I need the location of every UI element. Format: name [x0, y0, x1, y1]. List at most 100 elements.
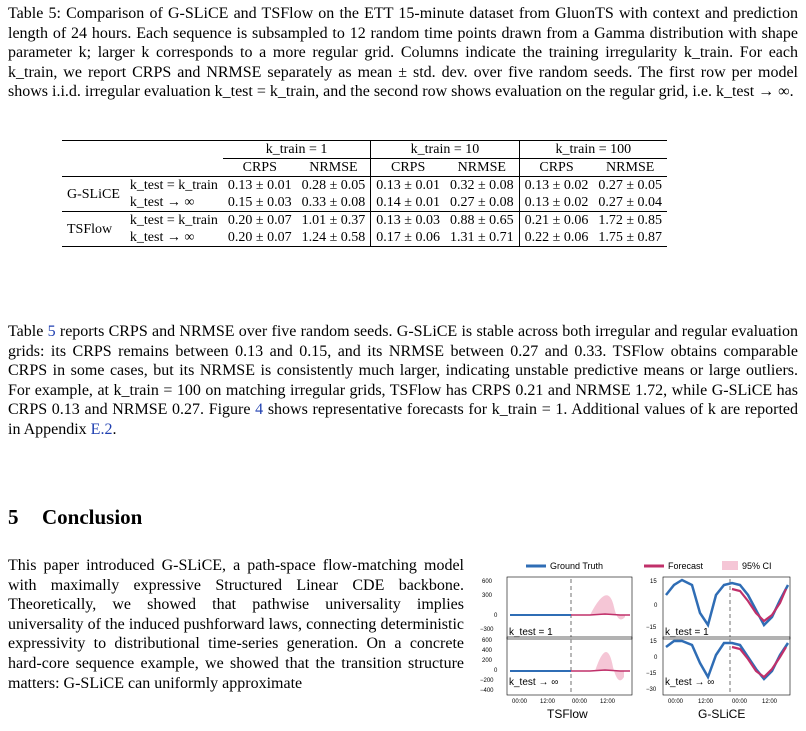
metric-header: CRPS	[518, 158, 594, 177]
svg-text:12:00: 12:00	[540, 699, 556, 705]
figure-legend: Ground Truth Forecast 95% CI	[526, 561, 772, 571]
table-cell: 1.75 ± 0.87	[598, 230, 663, 245]
panel-label: k_test → ∞	[509, 677, 558, 688]
eval-condition: k_test → ∞	[129, 195, 195, 210]
svg-text:200: 200	[482, 658, 493, 664]
results-table: k_train = 1 k_train = 10 k_train = 100 C…	[62, 140, 668, 247]
svg-text:−15: −15	[646, 625, 657, 631]
table-row: k_test → ∞ 0.20 ± 0.07 1.24 ± 0.58 0.17 …	[62, 229, 668, 247]
svg-text:00:00: 00:00	[668, 699, 684, 705]
forecast-figure-svg: Ground Truth Forecast 95% CI 600 300 0 −…	[480, 561, 791, 721]
panel-gslice-top: 15 0 −15 k_test = 1	[646, 576, 791, 640]
section-number: 5	[8, 505, 19, 529]
table-cell: 1.31 ± 0.71	[449, 230, 514, 245]
svg-text:600: 600	[482, 638, 493, 644]
table-cell: 0.27 ± 0.08	[449, 195, 514, 210]
svg-text:12:00: 12:00	[698, 699, 714, 705]
svg-text:12:00: 12:00	[600, 699, 616, 705]
table-row: G-SLiCE k_test = k_train 0.13 ± 0.01 0.2…	[62, 176, 668, 202]
x-tick-labels: 00:00 12:00 00:00 12:00 00:00 12:00 00:0…	[512, 699, 778, 705]
conclusion-paragraph: This paper introduced G-SLiCE, a path-sp…	[8, 557, 464, 692]
panel-label: k_test = 1	[665, 627, 709, 638]
table-cell: 1.72 ± 0.85	[598, 213, 663, 228]
metric-header: CRPS	[370, 158, 445, 177]
table-cell: 0.28 ± 0.05	[301, 178, 366, 193]
appendix-ref-link[interactable]: E.2	[90, 420, 113, 438]
panel-gslice-bottom: 15 0 −15 −30 k_test → ∞	[646, 636, 791, 696]
table-cell: 0.13 ± 0.03	[370, 211, 445, 229]
eval-condition: k_test = k_train	[129, 213, 218, 228]
forecast-figure: Ground Truth Forecast 95% CI 600 300 0 −…	[480, 555, 800, 725]
table-cell: 1.01 ± 0.37	[301, 213, 366, 228]
metric-header: NRMSE	[309, 160, 358, 175]
metric-header: NRMSE	[606, 160, 655, 175]
svg-text:−30: −30	[646, 687, 657, 693]
panel-tsflow-top: 600 300 0 −300 k_test = 1	[480, 576, 633, 640]
table-cell: 0.21 ± 0.06	[518, 211, 594, 229]
table-cell: 0.15 ± 0.03	[227, 195, 292, 210]
metric-header: NRMSE	[457, 160, 506, 175]
svg-text:−300: −300	[480, 627, 494, 633]
model-name: TSFlow	[62, 211, 125, 247]
svg-text:15: 15	[650, 639, 657, 645]
paragraph-text: reports CRPS and NRMSE over five random …	[8, 323, 798, 419]
table-cell: 0.17 ± 0.06	[370, 229, 445, 247]
legend-ci-label: 95% CI	[742, 561, 772, 571]
paragraph-text: Table	[8, 323, 48, 340]
table-cell: 0.20 ± 0.07	[227, 213, 292, 228]
svg-text:−15: −15	[646, 671, 657, 677]
paragraph-text: .	[112, 420, 117, 438]
svg-text:300: 300	[482, 593, 493, 599]
results-paragraph: Table 5 reports CRPS and NRMSE over five…	[8, 322, 798, 440]
table-cell: 0.88 ± 0.65	[449, 213, 514, 228]
group-header: k_train = 10	[370, 140, 520, 159]
legend-forecast-label: Forecast	[668, 561, 704, 571]
svg-text:0: 0	[494, 668, 498, 674]
model-name: G-SLiCE	[67, 186, 120, 202]
table-cell: 0.32 ± 0.08	[449, 178, 514, 193]
svg-text:0: 0	[654, 655, 658, 661]
group-header: k_train = 100	[518, 140, 668, 159]
table-cell: 0.33 ± 0.08	[301, 195, 366, 210]
table-row: TSFlow k_test = k_train 0.20 ± 0.07 1.01…	[62, 211, 668, 247]
svg-text:0: 0	[654, 603, 658, 609]
table-cell: 0.13 ± 0.01	[227, 178, 292, 193]
panel-tsflow-bottom: 600 400 200 0 −200 −400 k_test → ∞	[480, 636, 633, 696]
table-ref-link[interactable]: 5	[47, 323, 56, 340]
column-title-gslice: G-SLiCE	[698, 707, 745, 721]
panel-label: k_test = 1	[509, 627, 553, 638]
panel-label: k_test → ∞	[665, 677, 714, 688]
table-cell: 0.13 ± 0.01	[370, 176, 445, 194]
table-caption: Table 5: Comparison of G-SLiCE and TSFlo…	[8, 5, 798, 101]
table-row: k_test → ∞ 0.15 ± 0.03 0.33 ± 0.08 0.14 …	[62, 194, 667, 212]
table-cell: 0.22 ± 0.06	[518, 229, 594, 247]
table-cell: 0.27 ± 0.04	[598, 195, 663, 210]
column-title-tsflow: TSFlow	[547, 707, 588, 721]
svg-text:00:00: 00:00	[512, 699, 528, 705]
eval-condition: k_test → ∞	[129, 230, 195, 245]
svg-text:−400: −400	[480, 688, 494, 694]
legend-ci-swatch	[722, 561, 738, 570]
svg-text:0: 0	[494, 613, 498, 619]
table-cell: 1.24 ± 0.58	[301, 230, 366, 245]
group-header: k_train = 1	[222, 140, 371, 159]
svg-text:00:00: 00:00	[732, 699, 748, 705]
figure-ref-link[interactable]: 4	[255, 401, 264, 419]
paragraph-text: shows representative forecasts for k_tra…	[8, 401, 799, 438]
svg-text:−200: −200	[480, 678, 494, 684]
table-cell: 0.27 ± 0.05	[598, 178, 663, 193]
table-cell: 0.13 ± 0.02	[518, 194, 594, 212]
table-cell: 0.13 ± 0.02	[518, 176, 594, 194]
svg-text:600: 600	[482, 579, 493, 585]
svg-text:400: 400	[482, 648, 493, 654]
section-heading: 5 Conclusion	[8, 505, 142, 530]
svg-text:12:00: 12:00	[762, 699, 778, 705]
table-cell: 0.14 ± 0.01	[370, 194, 445, 212]
svg-text:15: 15	[650, 579, 657, 585]
svg-text:00:00: 00:00	[572, 699, 588, 705]
metric-header: CRPS	[242, 160, 277, 175]
section-title: Conclusion	[42, 505, 143, 529]
legend-truth-label: Ground Truth	[550, 561, 603, 571]
eval-condition: k_test = k_train	[129, 178, 218, 193]
table-cell: 0.20 ± 0.07	[227, 230, 292, 245]
